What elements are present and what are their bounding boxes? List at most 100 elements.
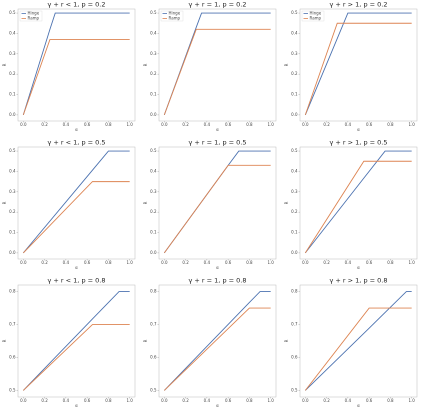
y-tick-label: 0.7: [291, 322, 298, 327]
y-axis-label: R: [2, 63, 7, 66]
series-line: [164, 307, 271, 391]
y-tick-label: 0.0: [150, 112, 157, 117]
x-tick-label: 0.6: [84, 122, 91, 127]
plot-area: [299, 284, 418, 398]
x-tick-label: 0.4: [345, 122, 352, 127]
y-axis-label: R: [284, 201, 289, 204]
x-axis-label: α: [357, 403, 360, 408]
y-tick-label: 0.7: [150, 322, 157, 327]
y-tick-label: 0.6: [9, 354, 16, 359]
y-tick-label: 0.1: [9, 230, 16, 235]
y-tick-label: 0.5: [291, 387, 298, 392]
x-axis-label: α: [216, 127, 219, 132]
x-tick-label: 0.8: [105, 398, 112, 403]
x-axis-label: α: [216, 403, 219, 408]
plot-area: [299, 8, 418, 122]
y-tick-label: 0.4: [291, 168, 298, 173]
y-axis-label: R: [2, 201, 7, 204]
subplot: γ + r = 1, p = 0.2 0.0 0.2 0.4 0.6 0.8 1.0 0.0 0…: [143, 1, 277, 132]
y-tick-label: 0.6: [150, 354, 157, 359]
y-tick-label: 0.3: [9, 51, 16, 56]
y-tick-label: 0.0: [9, 250, 16, 255]
x-tick-label: 0.8: [387, 122, 394, 127]
y-tick-label: 0.0: [150, 250, 157, 255]
y-tick-label: 0.2: [9, 209, 16, 214]
series-line: [163, 164, 271, 254]
x-tick-label: 0.0: [161, 122, 168, 127]
y-tick-label: 0.5: [9, 148, 16, 153]
legend-label: Hinge: [169, 11, 181, 16]
series-line: [22, 181, 130, 254]
y-tick-label: 0.3: [291, 51, 298, 56]
y-tick-label: 0.5: [9, 387, 16, 392]
x-tick-label: 0.0: [20, 398, 27, 403]
series-line: [23, 324, 130, 391]
plot-area: [17, 146, 136, 260]
x-tick-label: 1.0: [126, 122, 133, 127]
x-tick-label: 0.2: [323, 122, 330, 127]
plot-area: [158, 284, 277, 398]
subplot: γ + r > 1, p = 0.8 0.0 0.2 0.4 0.6 0.8 1.0 0.5 0…: [284, 277, 418, 408]
y-axis-label: R: [284, 339, 289, 342]
series-line: [163, 291, 271, 391]
series-line: [304, 307, 412, 391]
x-tick-label: 1.0: [126, 398, 133, 403]
y-tick-label: 0.4: [291, 30, 298, 35]
x-tick-label: 0.0: [161, 398, 168, 403]
x-tick-label: 0.8: [387, 398, 394, 403]
chart-title: γ + r > 1, p = 0.5: [330, 139, 388, 147]
x-tick-label: 0.0: [20, 122, 27, 127]
chart-title: γ + r = 1, p = 0.2: [189, 1, 247, 9]
x-axis-label: α: [75, 265, 78, 270]
y-tick-label: 0.2: [150, 71, 157, 76]
x-tick-label: 0.4: [63, 260, 70, 265]
x-tick-label: 0.8: [387, 260, 394, 265]
plot-area: [17, 284, 136, 398]
x-tick-label: 0.2: [41, 398, 48, 403]
y-tick-label: 0.1: [150, 92, 157, 97]
y-tick-label: 0.4: [150, 30, 157, 35]
series-line: [304, 160, 412, 254]
legend-box: [301, 10, 325, 22]
series-line: [163, 28, 271, 116]
y-tick-label: 0.1: [150, 230, 157, 235]
x-tick-label: 0.8: [105, 122, 112, 127]
legend-label: Ramp: [28, 16, 40, 21]
x-tick-label: 1.0: [408, 122, 415, 127]
y-tick-label: 0.1: [291, 230, 298, 235]
x-tick-label: 1.0: [267, 122, 274, 127]
y-tick-label: 0.2: [9, 71, 16, 76]
x-tick-label: 0.2: [41, 260, 48, 265]
plot-area: [17, 8, 136, 122]
series-line: [22, 12, 130, 116]
x-tick-label: 0.0: [161, 260, 168, 265]
legend-label: Hinge: [310, 11, 322, 16]
chart-title: γ + r < 1, p = 0.2: [48, 1, 106, 9]
y-axis-label: R: [2, 339, 7, 342]
y-tick-label: 0.4: [9, 168, 16, 173]
x-tick-label: 0.6: [366, 122, 373, 127]
x-tick-label: 0.2: [182, 260, 189, 265]
x-tick-label: 0.6: [225, 122, 232, 127]
y-tick-label: 0.5: [291, 148, 298, 153]
y-tick-label: 0.5: [150, 387, 157, 392]
legend-box: [160, 10, 184, 22]
x-tick-label: 0.6: [366, 398, 373, 403]
x-tick-label: 1.0: [408, 398, 415, 403]
chart-title: γ + r > 1, p = 0.8: [330, 277, 388, 285]
y-tick-label: 0.5: [150, 10, 157, 15]
y-tick-label: 0.0: [291, 250, 298, 255]
plot-area: [158, 8, 277, 122]
y-tick-label: 0.3: [150, 51, 157, 56]
x-tick-label: 0.6: [84, 398, 91, 403]
x-tick-label: 0.4: [63, 398, 70, 403]
x-tick-label: 0.4: [345, 398, 352, 403]
subplot: γ + r < 1, p = 0.8 0.0 0.2 0.4 0.6 0.8 1.0 0.5 0…: [2, 277, 136, 408]
x-tick-label: 0.0: [302, 398, 309, 403]
subplot: γ + r = 1, p = 0.5 0.0 0.2 0.4 0.6 0.8 1.0 0.0 0…: [143, 139, 277, 270]
x-tick-label: 1.0: [126, 260, 133, 265]
y-axis-label: R: [143, 339, 148, 342]
series-line: [305, 291, 412, 391]
legend-label: Ramp: [169, 16, 181, 21]
